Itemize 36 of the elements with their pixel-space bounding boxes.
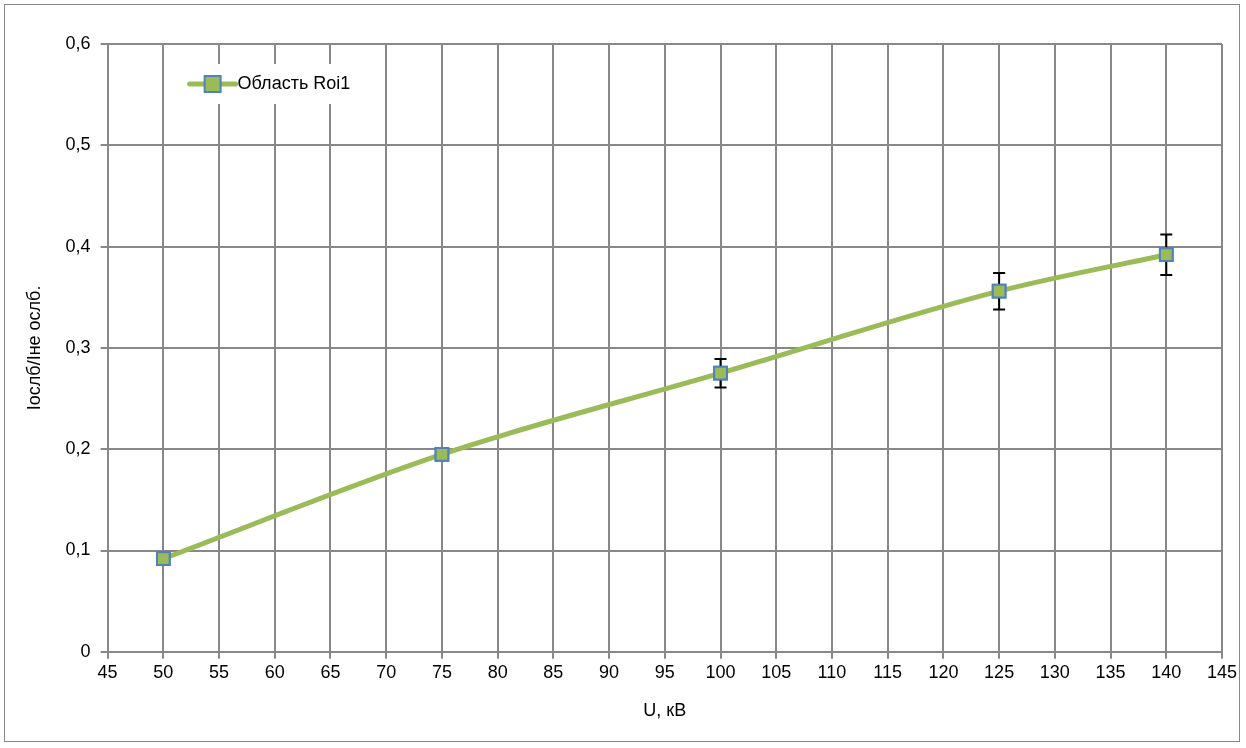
point <box>1158 247 1174 263</box>
x-tick-label: 65 <box>320 661 341 682</box>
x-tick-label: 135 <box>1095 661 1126 682</box>
y-tick-label: 0,1 <box>65 539 91 560</box>
x-tick-label: 140 <box>1151 661 1182 682</box>
x-tick-label: 60 <box>264 661 285 682</box>
x-tick-label: 130 <box>1039 661 1070 682</box>
x-tick-label: 45 <box>97 661 118 682</box>
x-tick-label: 120 <box>928 661 959 682</box>
x-tick-label: 125 <box>984 661 1015 682</box>
x-tick-label: 50 <box>153 661 174 682</box>
y-tick-label: 0,2 <box>65 438 91 459</box>
y-tick-label: 0,6 <box>65 32 91 53</box>
x-tick-label: 145 <box>1206 661 1238 682</box>
point <box>155 551 171 566</box>
x-tick-label: 105 <box>761 661 792 682</box>
y-tick-label: 0 <box>80 640 91 661</box>
x-tick-label: 70 <box>376 661 397 682</box>
point <box>434 446 450 462</box>
x-tick-label: 100 <box>705 661 736 682</box>
x-axis-title: U, кВ <box>643 700 687 721</box>
y-tick-label: 0,3 <box>65 336 91 357</box>
point <box>713 365 728 381</box>
y-tick-label: 0,5 <box>65 134 91 155</box>
y-tick-label: 0,4 <box>65 235 91 256</box>
x-tick-label: 95 <box>654 661 675 682</box>
x-tick-label: 80 <box>487 661 508 682</box>
x-tick-label: 75 <box>431 661 452 682</box>
legend-label: Область Roi1 <box>237 72 351 93</box>
x-tick-label: 55 <box>209 661 230 682</box>
x-tick-label: 90 <box>599 661 620 682</box>
y-axis-title: Iослб/Iне ослб. <box>23 285 44 411</box>
x-tick-label: 110 <box>817 661 847 682</box>
x-tick-label: 115 <box>873 661 903 682</box>
x-tick-label: 85 <box>543 661 564 682</box>
point <box>991 283 1007 299</box>
